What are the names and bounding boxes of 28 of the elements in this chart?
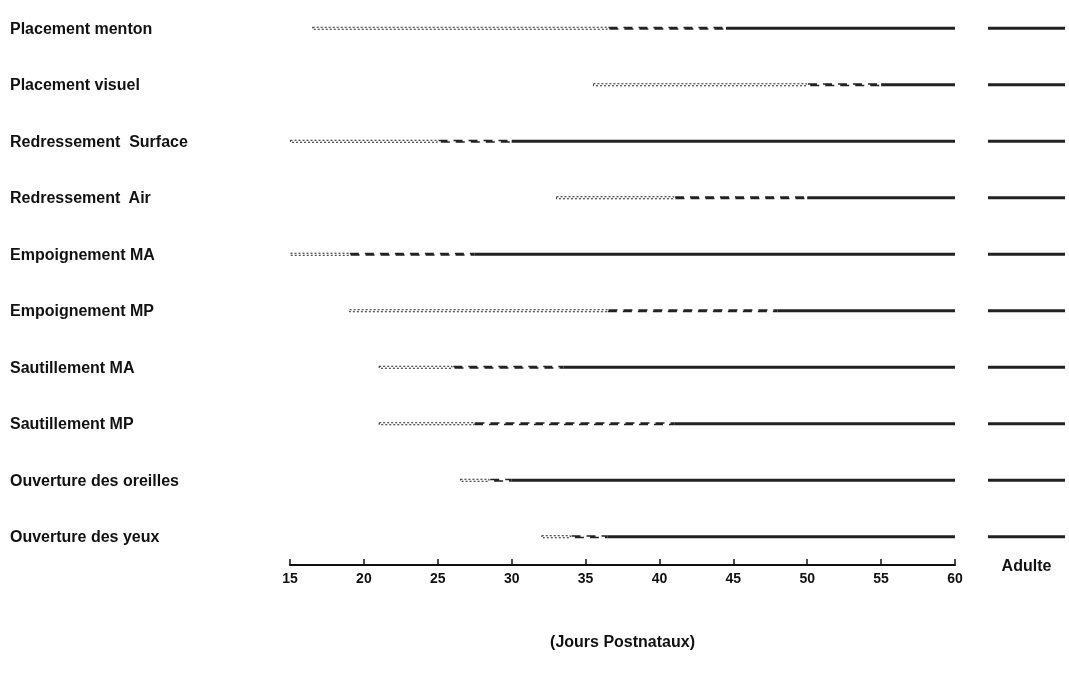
bar — [437, 139, 512, 143]
x-tick-label: 50 — [799, 570, 816, 586]
y-tick-label: Placement menton — [10, 19, 153, 37]
x-tick-label: 25 — [429, 570, 446, 586]
x-axis-title: (Jours Postnataux) — [550, 632, 695, 650]
y-tick-label: Redressement Surface — [10, 132, 188, 150]
bar — [881, 83, 955, 87]
bar — [290, 139, 438, 143]
y-tick-label: Empoignement MP — [10, 302, 155, 320]
x-tick-label: 45 — [725, 570, 742, 586]
bar — [725, 26, 955, 30]
x-tick-label: 15 — [282, 570, 298, 586]
y-tick-label: Sautillement MP — [10, 415, 134, 433]
y-tick-label: Ouverture des oreilles — [10, 471, 180, 489]
x-tick-label: 60 — [947, 570, 963, 586]
x-tick-label: 20 — [356, 570, 372, 586]
bar — [807, 196, 955, 200]
x-axis-title: Adulte — [1001, 556, 1052, 574]
y-tick-label: Ouverture des yeux — [10, 528, 160, 546]
y-tick-label: Sautillement MA — [10, 358, 135, 376]
x-tick-label: 30 — [503, 570, 520, 586]
x-tick-label: 40 — [651, 570, 668, 586]
x-tick-label: 55 — [873, 570, 890, 586]
x-tick-label: 35 — [577, 570, 594, 586]
y-tick-label: Redressement Air — [10, 189, 151, 207]
bar — [511, 139, 955, 143]
y-tick-label: Placement visuel — [10, 76, 140, 94]
y-tick-label: Empoignement MA — [10, 245, 156, 263]
